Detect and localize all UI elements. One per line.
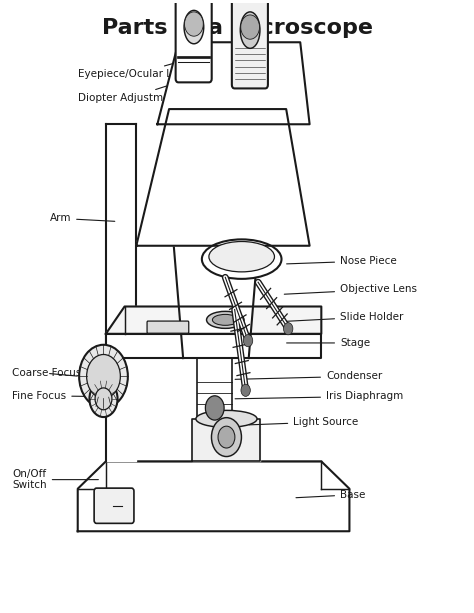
Polygon shape xyxy=(106,306,321,334)
Ellipse shape xyxy=(202,240,282,279)
Circle shape xyxy=(243,335,253,347)
Ellipse shape xyxy=(184,10,204,44)
Circle shape xyxy=(87,354,120,398)
Circle shape xyxy=(218,426,235,448)
Circle shape xyxy=(241,384,250,397)
Text: Fine Focus: Fine Focus xyxy=(12,391,86,401)
Text: Light Source: Light Source xyxy=(249,417,358,427)
FancyBboxPatch shape xyxy=(147,321,189,333)
Polygon shape xyxy=(157,42,310,124)
Text: Stage: Stage xyxy=(287,338,370,348)
Polygon shape xyxy=(174,246,258,358)
Text: Iris Diaphragm: Iris Diaphragm xyxy=(235,392,403,402)
Text: Objective Lens: Objective Lens xyxy=(284,284,417,294)
Text: Coarse Focus: Coarse Focus xyxy=(12,368,82,378)
Circle shape xyxy=(241,15,259,39)
Circle shape xyxy=(205,396,224,420)
FancyBboxPatch shape xyxy=(94,488,134,524)
Circle shape xyxy=(95,388,112,409)
Ellipse shape xyxy=(240,12,260,48)
Ellipse shape xyxy=(207,311,244,329)
Text: Condenser: Condenser xyxy=(235,371,382,381)
Circle shape xyxy=(79,345,128,408)
Circle shape xyxy=(90,381,118,417)
FancyBboxPatch shape xyxy=(176,0,212,82)
Text: Base: Base xyxy=(296,490,365,500)
Text: Nose Piece: Nose Piece xyxy=(287,256,397,266)
Text: On/Off
Switch: On/Off Switch xyxy=(12,469,99,490)
Text: Arm: Arm xyxy=(50,213,115,223)
Polygon shape xyxy=(192,419,260,462)
Polygon shape xyxy=(78,462,349,531)
Polygon shape xyxy=(137,109,310,246)
Circle shape xyxy=(211,417,241,457)
Polygon shape xyxy=(197,358,232,419)
Circle shape xyxy=(283,322,293,335)
FancyBboxPatch shape xyxy=(232,0,268,88)
Ellipse shape xyxy=(196,410,257,427)
Text: Parts of a Microscope: Parts of a Microscope xyxy=(101,18,373,38)
Polygon shape xyxy=(106,334,321,358)
Text: Slide Holder: Slide Holder xyxy=(282,312,403,322)
Ellipse shape xyxy=(209,242,274,272)
Text: Eyepiece/Ocular Lens: Eyepiece/Ocular Lens xyxy=(78,58,192,80)
Ellipse shape xyxy=(212,314,238,326)
Text: Diopter Adjustment: Diopter Adjustment xyxy=(78,81,183,103)
Circle shape xyxy=(184,12,203,36)
